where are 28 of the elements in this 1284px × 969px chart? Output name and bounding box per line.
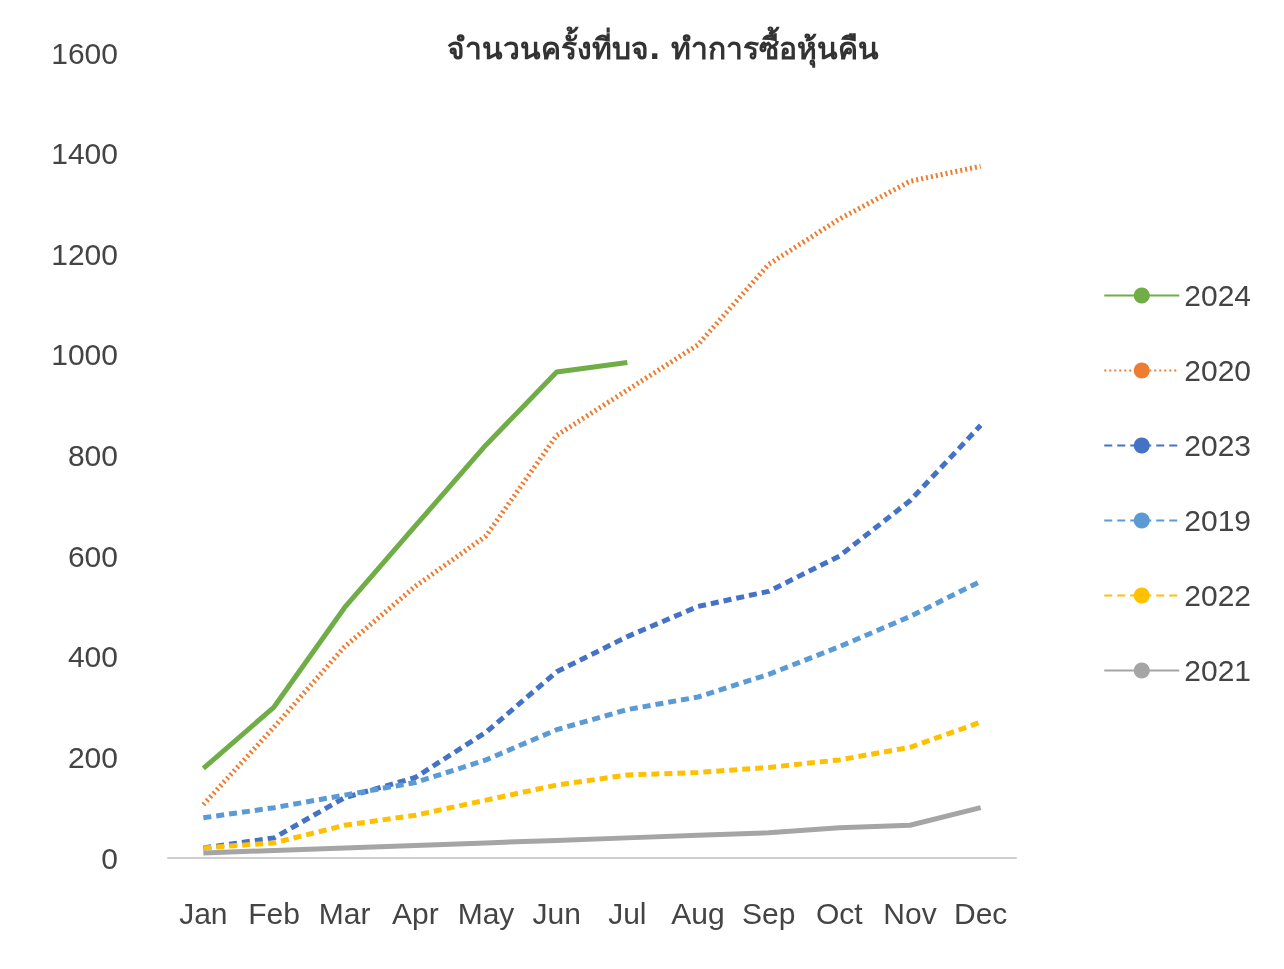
legend-label: 2022	[1184, 579, 1252, 612]
chart-title: จำนวนครั้งที่บจ. ทำการซื้อหุ้นคืน	[447, 25, 879, 68]
y-tick-label: 400	[67, 640, 118, 674]
y-tick-label: 1600	[51, 36, 118, 70]
y-tick-label: 1200	[51, 237, 118, 271]
x-tick-label: Aug	[671, 896, 725, 930]
legend-label: 2021	[1184, 654, 1252, 687]
x-tick-label: May	[457, 896, 515, 930]
y-tick-label: 800	[67, 439, 118, 472]
y-tick-label: 200	[67, 740, 118, 774]
legend-label: 2020	[1184, 354, 1252, 387]
x-tick-label: Dec	[953, 896, 1008, 930]
y-tick-label: 600	[67, 539, 118, 573]
legend-label: 2019	[1184, 504, 1252, 537]
x-tick-label: Sep	[741, 896, 796, 930]
x-tick-label: Jan	[179, 896, 228, 930]
legend-label: 2024	[1184, 279, 1252, 312]
x-tick-label: Oct	[816, 896, 864, 930]
x-tick-label: Jul	[608, 896, 647, 930]
y-tick-label: 1000	[51, 338, 118, 372]
y-tick-label: 0	[101, 841, 118, 875]
x-tick-label: Nov	[883, 896, 937, 930]
x-tick-label: Jun	[532, 896, 581, 930]
x-tick-label: Feb	[248, 896, 300, 930]
x-tick-label: Mar	[318, 896, 371, 930]
legend-label: 2023	[1184, 429, 1252, 462]
y-tick-label: 1400	[51, 137, 118, 171]
x-tick-label: Apr	[391, 896, 439, 930]
